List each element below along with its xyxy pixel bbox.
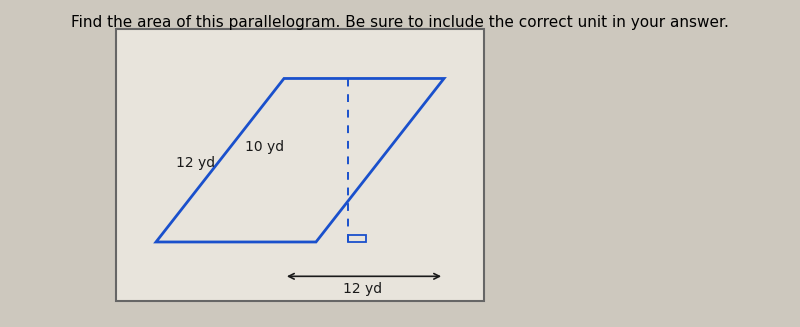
Bar [116,29,484,301]
Text: 10 yd: 10 yd [245,140,284,154]
Text: 12 yd: 12 yd [343,283,382,296]
Text: 12 yd: 12 yd [177,157,215,170]
Text: Find the area of this parallelogram. Be sure to include the correct unit in your: Find the area of this parallelogram. Be … [71,15,729,30]
